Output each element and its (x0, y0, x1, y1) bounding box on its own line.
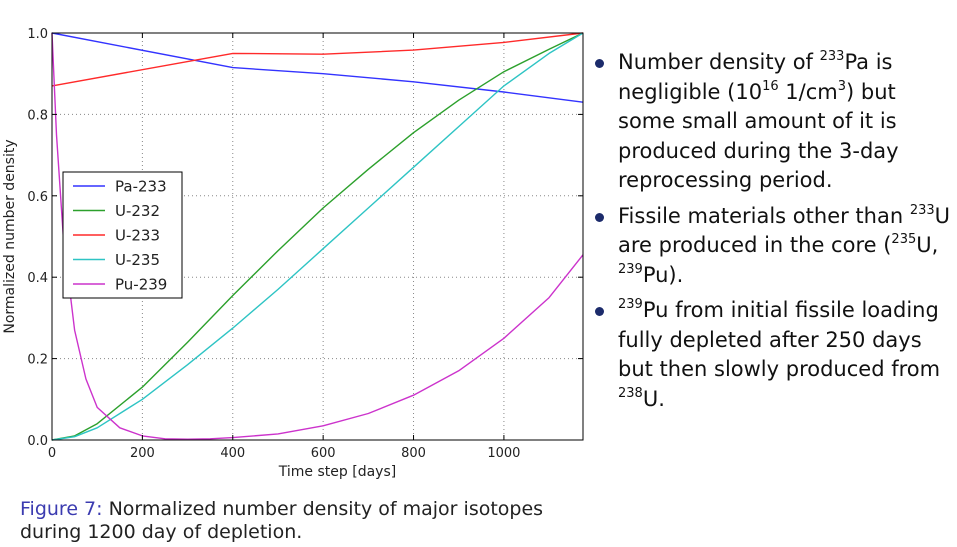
y-tick-label: 0.6 (27, 190, 48, 205)
legend-label: U-233 (115, 227, 160, 245)
bullet-text: ) but some small amount of it is produce… (618, 79, 899, 193)
superscript: 239 (618, 297, 643, 312)
series-line-pu-239 (51, 32, 584, 440)
bullet-text: U, (916, 233, 939, 257)
superscript: 239 (618, 261, 643, 277)
x-tick-label: 800 (401, 446, 426, 461)
figure-label: Figure 7: (20, 498, 103, 520)
figure-caption: Figure 7: Normalized number density of m… (20, 498, 580, 544)
legend-label: Pa-233 (115, 178, 167, 196)
legend-label: Pu-239 (115, 276, 167, 294)
bullet-dot-icon (595, 59, 604, 68)
legend-label: U-232 (115, 202, 160, 220)
bullet-text: Pu from initial fissile loading fully de… (618, 298, 941, 381)
series-line-u-233 (51, 32, 584, 87)
line-chart: 0 200 400 600 800 1000 0.0 0.2 0.4 0.6 0.8 1.0 Time … (2, 27, 584, 480)
chart-area: 0 200 400 600 800 1000 0.0 0.2 0.4 0.6 0.8 1.0 Time … (2, 27, 584, 480)
bullet-item: Fissile materials other than 233U are pr… (592, 202, 957, 291)
legend-label: U-235 (115, 251, 160, 269)
series-line-pa-233 (51, 32, 584, 103)
bullet-text: Pu). (642, 262, 684, 287)
x-axis-label: Time step [days] (278, 464, 396, 480)
bullet-dot-icon (595, 307, 604, 316)
bullet-text: Number density of (618, 50, 820, 74)
y-tick-label: 1.0 (27, 27, 48, 42)
bullet-item: 239Pu from initial fissile loading fully… (592, 296, 957, 414)
x-tick-label: 200 (130, 446, 155, 461)
bullet-item: Number density of 233Pa is negligible (1… (592, 48, 957, 196)
y-axis-label: Normalized number density (2, 139, 18, 333)
superscript: 3 (837, 78, 847, 94)
superscript: 235 (891, 232, 917, 247)
superscript: 233 (909, 202, 935, 218)
superscript: 16 (762, 78, 779, 94)
bullet-text: Fissile materials other than (618, 203, 910, 228)
bullet-dot-icon (595, 212, 604, 222)
superscript: 238 (618, 385, 643, 401)
plot-frame (51, 32, 584, 441)
x-tick-label: 600 (311, 446, 336, 461)
x-tick-label: 400 (220, 446, 245, 461)
bullet-list: Number density of 233Pa is negligible (1… (592, 48, 957, 420)
bullet-text: Pa is negligible (10 (618, 50, 893, 104)
bullet-text: U are produced in the core ( (618, 203, 951, 258)
y-tick-label: 0.0 (27, 434, 48, 449)
y-tick-label: 0.8 (27, 108, 48, 123)
bullet-text: 1/cm (778, 79, 838, 104)
superscript: 233 (819, 49, 845, 64)
x-tick-label: 1000 (487, 446, 520, 461)
y-tick-label: 0.2 (27, 353, 48, 368)
bullet-text: U. (642, 386, 665, 411)
series-line-u-235 (51, 32, 584, 441)
x-tick-label: 0 (48, 446, 56, 461)
series-line-u-232 (51, 32, 584, 441)
y-tick-label: 0.4 (27, 271, 48, 286)
figure-caption-text: Normalized number density of major isoto… (20, 498, 544, 543)
